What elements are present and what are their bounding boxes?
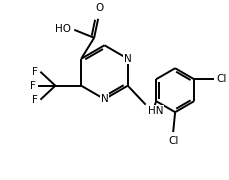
- Text: Cl: Cl: [168, 136, 178, 146]
- Text: N: N: [124, 54, 132, 64]
- Text: F: F: [32, 95, 37, 105]
- Text: F: F: [30, 81, 35, 91]
- Text: N: N: [101, 94, 108, 104]
- Text: Cl: Cl: [216, 74, 226, 84]
- Text: F: F: [32, 67, 37, 77]
- Text: HO: HO: [55, 24, 71, 34]
- Text: O: O: [95, 3, 103, 13]
- Text: HN: HN: [148, 106, 163, 116]
